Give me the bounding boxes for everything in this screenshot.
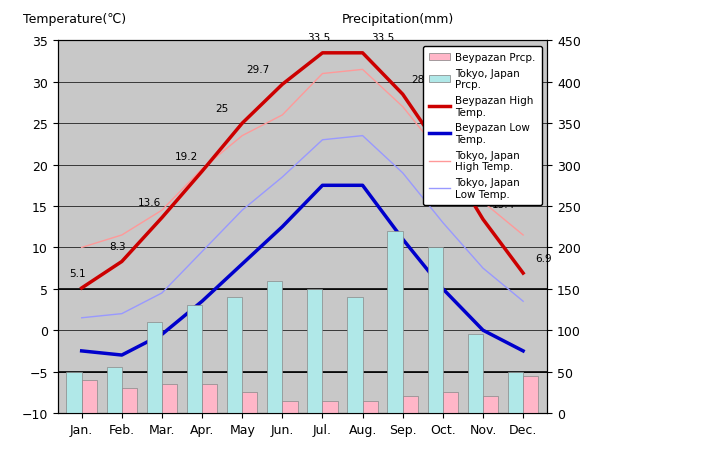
Text: 6.9: 6.9 xyxy=(535,253,552,263)
Bar xyxy=(428,248,443,413)
Bar xyxy=(387,231,402,413)
Bar xyxy=(443,392,458,413)
Bar xyxy=(523,376,539,413)
Bar xyxy=(468,335,483,413)
Bar xyxy=(508,372,523,413)
Bar xyxy=(202,384,217,413)
Bar xyxy=(107,368,122,413)
Bar xyxy=(483,397,498,413)
Bar xyxy=(227,297,242,413)
Text: 29.7: 29.7 xyxy=(247,65,270,75)
Bar xyxy=(363,401,378,413)
Text: Temperature(℃): Temperature(℃) xyxy=(23,13,127,27)
Text: 25: 25 xyxy=(215,104,229,113)
Bar xyxy=(282,401,297,413)
Bar xyxy=(147,322,162,413)
Bar xyxy=(81,380,97,413)
Text: 13.4: 13.4 xyxy=(492,199,515,209)
Text: 13.6: 13.6 xyxy=(138,198,161,208)
Bar xyxy=(162,384,177,413)
Text: 8.3: 8.3 xyxy=(109,241,126,252)
Legend: Beypazan Prcp., Tokyo, Japan
Prcp., Beypazan High
Temp., Beypazan Low
Temp., Tok: Beypazan Prcp., Tokyo, Japan Prcp., Beyp… xyxy=(423,46,542,205)
Bar xyxy=(186,306,202,413)
Bar xyxy=(323,401,338,413)
Bar xyxy=(267,281,282,413)
Bar xyxy=(66,372,81,413)
Bar xyxy=(242,392,258,413)
Text: 21.4: 21.4 xyxy=(451,133,474,143)
Bar xyxy=(122,388,137,413)
Bar xyxy=(307,289,323,413)
Bar xyxy=(347,297,363,413)
Text: Precipitation(mm): Precipitation(mm) xyxy=(341,13,454,27)
Bar xyxy=(402,397,418,413)
Text: 5.1: 5.1 xyxy=(69,268,86,278)
Text: 19.2: 19.2 xyxy=(174,151,198,162)
Text: 28.5: 28.5 xyxy=(411,75,434,84)
Text: 33.5: 33.5 xyxy=(371,34,395,43)
Text: 33.5: 33.5 xyxy=(307,34,330,43)
